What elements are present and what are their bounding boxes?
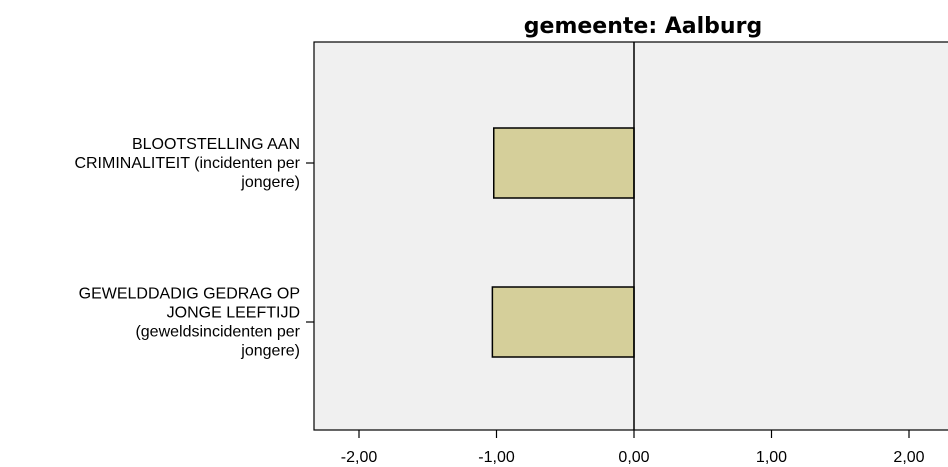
category-label-2-line-1: GEWELDDADIG GEDRAG OP (79, 286, 300, 303)
plot-area (313, 41, 948, 431)
category-label-1-line-1: BLOOTSTELLING AAN (132, 136, 300, 153)
x-tick-label-4: 1,00 (756, 449, 787, 466)
chart-title: gemeente: Aalburg (524, 14, 762, 39)
category-label-1-line-3: jongere) (240, 174, 300, 191)
category-label-2-line-4: jongere) (240, 343, 300, 360)
x-tick-label-2: -1,00 (478, 449, 515, 466)
x-tick-label-5: 2,00 (893, 449, 924, 466)
bar-1 (493, 127, 635, 199)
x-tick-label-1: -2,00 (341, 449, 378, 466)
category-label-2-line-3: (geweldsincidenten per (135, 324, 300, 341)
x-tick-label-3: 0,00 (618, 449, 649, 466)
category-label-1-line-2: CRIMINALITEIT (incidenten per (74, 155, 300, 172)
category-label-2-line-2: JONGE LEEFTIJD (167, 305, 300, 322)
bar-2 (491, 286, 635, 358)
